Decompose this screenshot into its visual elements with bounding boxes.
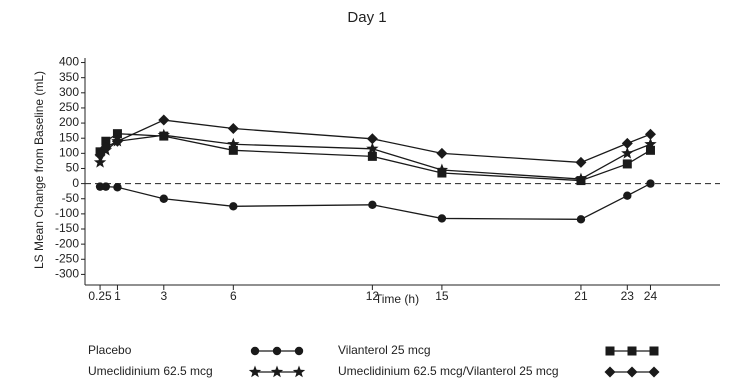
x-tick-label: 24 [644,289,658,303]
point [101,136,111,146]
point [228,145,238,155]
series-line [100,183,651,220]
legend-label: Vilanterol 25 mcg [338,343,431,357]
point [112,129,122,139]
x-tick-label: 1 [114,289,121,303]
x-tick-label: 3 [160,289,167,303]
point [366,133,378,145]
chart-title: Day 1 [347,9,386,26]
point [435,163,449,176]
x-tick-label: 15 [435,289,449,303]
point [294,346,304,356]
point [95,182,105,191]
point [437,214,447,223]
y-tick-label: -200 [55,236,79,250]
point [627,346,637,356]
point [605,346,615,356]
y-tick-label: -250 [55,251,79,265]
point [621,137,633,149]
x-tick-label: 21 [574,289,588,303]
legend-label: Umeclidinium 62.5 mcg [88,364,213,378]
point [113,183,122,192]
point [644,128,656,140]
series-line [99,133,651,182]
x-tick-label: 23 [621,289,635,303]
point [626,366,638,378]
point [248,365,262,378]
y-tick-label: 200 [59,115,79,129]
y-tick-label: 350 [59,70,79,84]
series-line [99,134,651,180]
point [101,182,111,191]
y-tick-label: 300 [59,85,79,99]
y-axis-label: LS Mean Change from Baseline (mL) [32,71,46,269]
point [94,149,106,161]
point [604,366,616,378]
point [368,200,377,209]
y-tick-label: 50 [66,161,80,175]
point [292,365,306,378]
point [621,146,634,159]
y-tick-label: -300 [55,267,79,281]
point [111,135,123,147]
y-tick-label: 100 [59,146,79,160]
y-tick-label: 0 [72,176,79,190]
y-tick-label: -100 [55,206,79,220]
point [227,123,239,135]
legend-label: Umeclidinium 62.5 mcg/Vilanterol 25 mcg [338,364,559,378]
x-tick-label: 6 [230,289,237,303]
y-tick-label: 250 [59,100,79,114]
point [622,159,632,169]
point [436,147,448,159]
point [623,191,632,200]
y-tick-label: 150 [59,130,79,144]
legend-label: Placebo [88,343,132,357]
x-tick-label: 12 [366,289,380,303]
x-axis-label: Time (h) [375,292,419,306]
point [575,156,587,168]
y-tick-label: 400 [59,55,79,69]
point [272,346,282,356]
point [646,179,655,188]
point [250,346,260,356]
point [437,168,447,178]
point [157,128,170,141]
point [645,145,655,155]
point [648,366,660,378]
point [100,141,112,153]
y-tick-label: -50 [62,191,80,205]
point [270,365,284,378]
x-tick-label: 0.25 [88,289,112,303]
point [227,137,240,150]
point [574,172,588,185]
point [367,151,377,161]
point [158,114,170,126]
point [576,215,586,224]
point [649,346,659,356]
point [366,142,379,155]
point [644,137,657,150]
y-tick-label: -150 [55,221,79,235]
point [229,202,238,211]
series-line [99,119,651,164]
point [93,155,107,168]
point [159,194,168,203]
